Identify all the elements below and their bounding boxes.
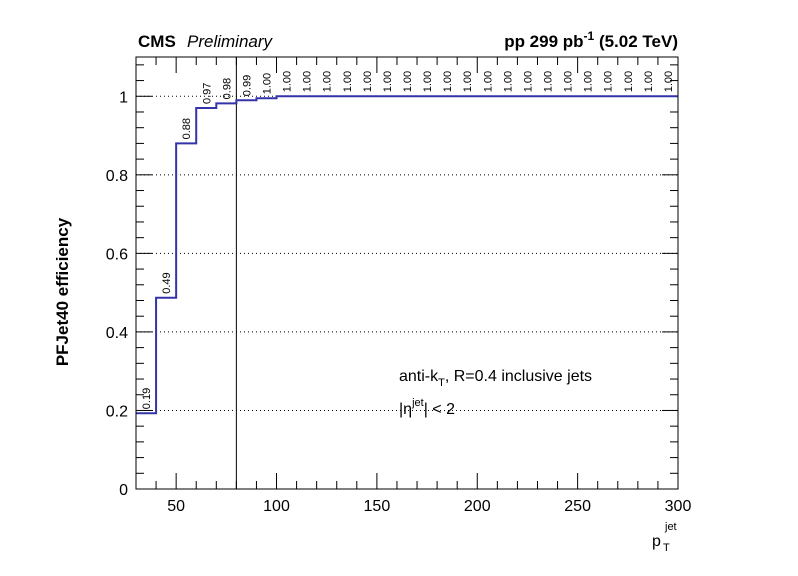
- plot-frame: [135, 56, 679, 490]
- bin-value-label: 0.88: [181, 118, 193, 139]
- bin-value-label: 0.49: [161, 272, 173, 293]
- x-tick-label: 100: [263, 498, 290, 515]
- bin-value-label: 1.00: [442, 71, 454, 92]
- y-axis-title: PFJet40 efficiency: [53, 217, 72, 366]
- x-tick-label: 150: [364, 498, 391, 515]
- y-tick-label: 0: [119, 482, 128, 499]
- bin-value-label: 1.00: [643, 71, 655, 92]
- bin-value-label: 1.00: [402, 71, 414, 92]
- bin-value-labels: 0.19 0.49 0.88 0.97 0.98 0.99 1.00 1.00 1.00 1.00…: [141, 71, 675, 409]
- cms-label: CMS: [138, 32, 176, 51]
- y-axis-ticks: 0 0.2 0.4 0.6 0.8 1: [106, 64, 678, 499]
- bin-value-label: 1.00: [482, 71, 494, 92]
- bin-value-label: 1.00: [342, 71, 354, 92]
- x-tick-label: 200: [464, 498, 491, 515]
- bin-value-label: 1.00: [623, 71, 635, 92]
- bin-value-label: 0.98: [221, 78, 233, 99]
- preliminary-label: Preliminary: [187, 32, 274, 51]
- y-tick-label: 0.2: [106, 403, 128, 420]
- bin-value-label: 1.00: [302, 71, 314, 92]
- efficiency-step-series: [136, 95, 678, 415]
- bin-value-label: 1.00: [261, 73, 273, 94]
- y-tick-label: 0.4: [106, 325, 128, 342]
- x-tick-label: 50: [167, 498, 185, 515]
- bin-value-label: 0.99: [241, 75, 253, 96]
- y-tick-label: 0.8: [106, 168, 128, 185]
- eta-cut-annotation: |ηjet| < 2: [399, 397, 455, 418]
- jet-algorithm-annotation: anti-kT, R=0.4 inclusive jets: [399, 368, 592, 389]
- y-tick-label: 0.6: [106, 246, 128, 263]
- bin-value-label: 0.97: [201, 83, 213, 104]
- bin-value-label: 0.19: [141, 388, 153, 409]
- x-tick-label: 250: [564, 498, 591, 515]
- luminosity-label: pp 299 pb-1 (5.02 TeV): [504, 29, 678, 51]
- bin-value-label: 1.00: [502, 71, 514, 92]
- bin-value-label: 1.00: [422, 71, 434, 92]
- bin-value-label: 1.00: [362, 71, 374, 92]
- bin-value-label: 1.00: [522, 71, 534, 92]
- bin-value-label: 1.00: [603, 71, 615, 92]
- x-axis-ticks: 50 100 150 200 250 300: [135, 57, 692, 515]
- bin-value-label: 1.00: [583, 71, 595, 92]
- bin-value-label: 1.00: [543, 71, 555, 92]
- bin-value-label: 1.00: [382, 71, 394, 92]
- bin-value-label: 1.00: [563, 71, 575, 92]
- x-tick-label: 300: [665, 498, 692, 515]
- x-axis-title: pjet T: [652, 521, 677, 554]
- bin-value-label: 1.00: [663, 71, 675, 92]
- bin-value-label: 1.00: [282, 71, 294, 92]
- bin-value-label: 1.00: [462, 71, 474, 92]
- y-tick-label: 1: [119, 89, 128, 106]
- bin-value-label: 1.00: [322, 71, 334, 92]
